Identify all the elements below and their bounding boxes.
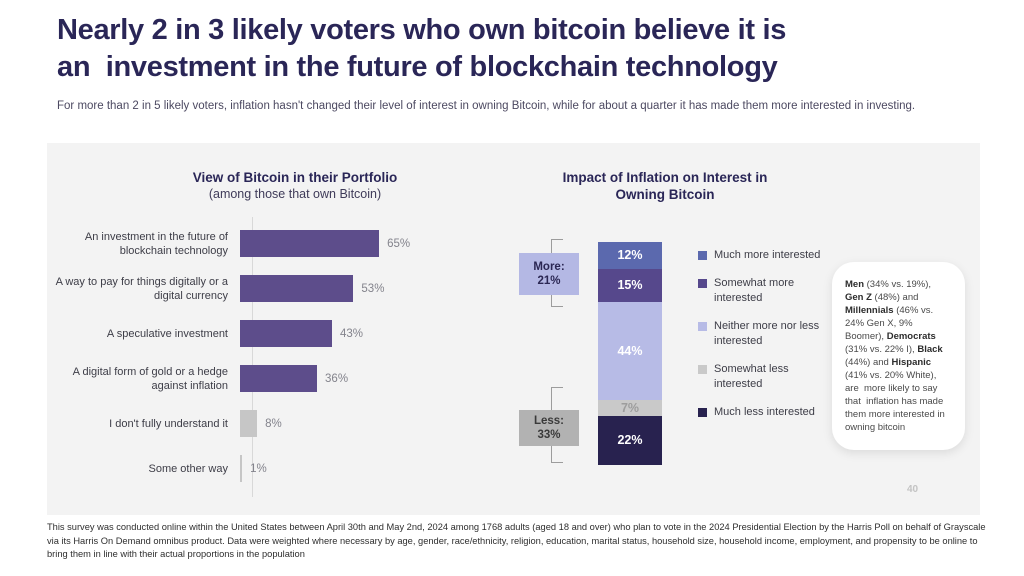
callout-text: (44%) and — [845, 344, 946, 368]
stack-segment: 22% — [598, 415, 662, 465]
callout-bold-text: Gen Z — [845, 292, 872, 303]
legend-swatch — [698, 279, 707, 288]
legend-item: Neither more nor less interested — [698, 319, 823, 349]
segment-value-label: 7% — [620, 400, 640, 415]
portfolio-row: A digital form of gold or a hedge agains… — [47, 356, 410, 401]
callout-text: (31% vs. 22% I), — [845, 331, 939, 355]
legend-label: Much more interested — [714, 249, 821, 261]
legend-item: Somewhat more interested — [698, 276, 823, 306]
page-number: 40 — [907, 484, 919, 495]
segment-value-label: 44% — [617, 343, 643, 358]
callout-bold-text: Hispanic — [891, 357, 932, 368]
portfolio-bar — [240, 230, 380, 257]
legend-item: Much more interested — [698, 248, 823, 263]
callout-bold-text: Men — [845, 279, 864, 290]
callout-bold-text: Black — [917, 344, 943, 355]
bar-value-label: 53% — [361, 282, 385, 295]
legend-label: Somewhat less interested — [714, 363, 789, 390]
portfolio-chart-title: View of Bitcoin in their Portfolio — [192, 170, 398, 185]
legend-label: Much less interested — [714, 406, 815, 418]
legend-label: Neither more nor less interested — [714, 320, 820, 347]
callout-text: (46% vs. 24% Gen X, 9% Boomer), — [845, 305, 936, 342]
stack-segment: 7% — [598, 400, 662, 416]
callout-text: (34% vs. 19%), — [864, 279, 934, 290]
category-label: A way to pay for things digitally or a d… — [55, 275, 228, 302]
bar-value-label: 1% — [250, 462, 267, 475]
demographics-callout: Men (34% vs. 19%), Gen Z (48%) and Mille… — [832, 262, 965, 450]
category-label: An investment in the future of blockchai… — [84, 230, 228, 257]
segment-value-label: 15% — [617, 278, 643, 293]
stack-segment: 44% — [598, 302, 662, 401]
legend-label: Somewhat more interested — [714, 277, 795, 304]
legend-swatch — [698, 365, 707, 374]
portfolio-bar — [240, 410, 258, 437]
stack-segment: 15% — [598, 268, 662, 303]
stack-segment: 12% — [598, 242, 662, 269]
portfolio-bar-chart: An investment in the future of blockchai… — [47, 221, 410, 491]
inflation-stacked-bar: 12% 15% 44% 7% 22% — [598, 242, 662, 465]
callout-text: (41% vs. 20% White), are more likely to … — [845, 357, 948, 433]
portfolio-row: An investment in the future of blockchai… — [47, 221, 410, 266]
slide-title: Nearly 2 in 3 likely voters who own bitc… — [57, 14, 787, 83]
category-label: A speculative investment — [106, 327, 228, 340]
more-group-value: 21% — [537, 275, 561, 287]
segment-value-label: 22% — [617, 433, 643, 448]
portfolio-chart-title-block: View of Bitcoin in their Portfolio (amon… — [115, 169, 475, 202]
category-label: Some other way — [148, 462, 228, 475]
category-label: A digital form of gold or a hedge agains… — [72, 365, 228, 392]
inflation-chart-title: Impact of Inflation on Interest in Ownin… — [562, 170, 768, 202]
legend-swatch — [698, 322, 707, 331]
segment-value-label: 12% — [617, 248, 643, 263]
category-label: I don't fully understand it — [109, 417, 228, 430]
inflation-legend: Much more interested Somewhat more intere… — [698, 248, 823, 433]
methodology-footnote: This survey was conducted online within … — [47, 522, 986, 559]
bar-value-label: 36% — [325, 372, 349, 385]
bar-value-label: 43% — [340, 327, 364, 340]
bar-value-label: 8% — [265, 417, 282, 430]
portfolio-bar — [240, 275, 354, 302]
more-group-label: More: — [533, 261, 565, 273]
less-group-value: 33% — [537, 429, 561, 441]
portfolio-bar — [240, 455, 243, 482]
callout-bold-text: Democrats — [886, 331, 936, 342]
more-group-box: More: 21% — [519, 253, 579, 295]
bar-value-label: 65% — [387, 237, 411, 250]
portfolio-row: A speculative investment 43% — [47, 311, 410, 356]
slide-subtitle: For more than 2 in 5 likely voters, infl… — [57, 100, 916, 112]
legend-swatch — [698, 251, 707, 260]
portfolio-row: A way to pay for things digitally or a d… — [47, 266, 410, 311]
legend-item: Somewhat less interested — [698, 362, 823, 392]
portfolio-row: Some other way 1% — [47, 446, 410, 491]
portfolio-chart-subtitle: (among those that own Bitcoin) — [208, 187, 382, 201]
portfolio-row: I don't fully understand it 8% — [47, 401, 410, 446]
less-group-box: Less: 33% — [519, 410, 579, 446]
portfolio-bar — [240, 320, 333, 347]
less-group-label: Less: — [533, 415, 565, 427]
inflation-chart-title-block: Impact of Inflation on Interest in Ownin… — [505, 169, 825, 203]
legend-swatch — [698, 408, 707, 417]
charts-panel: View of Bitcoin in their Portfolio (amon… — [47, 143, 980, 515]
portfolio-bar — [240, 365, 318, 392]
legend-item: Much less interested — [698, 405, 823, 420]
callout-text: (48%) and — [871, 292, 922, 303]
portfolio-axis-line — [252, 217, 253, 497]
callout-bold-text: Millennials — [845, 305, 894, 316]
